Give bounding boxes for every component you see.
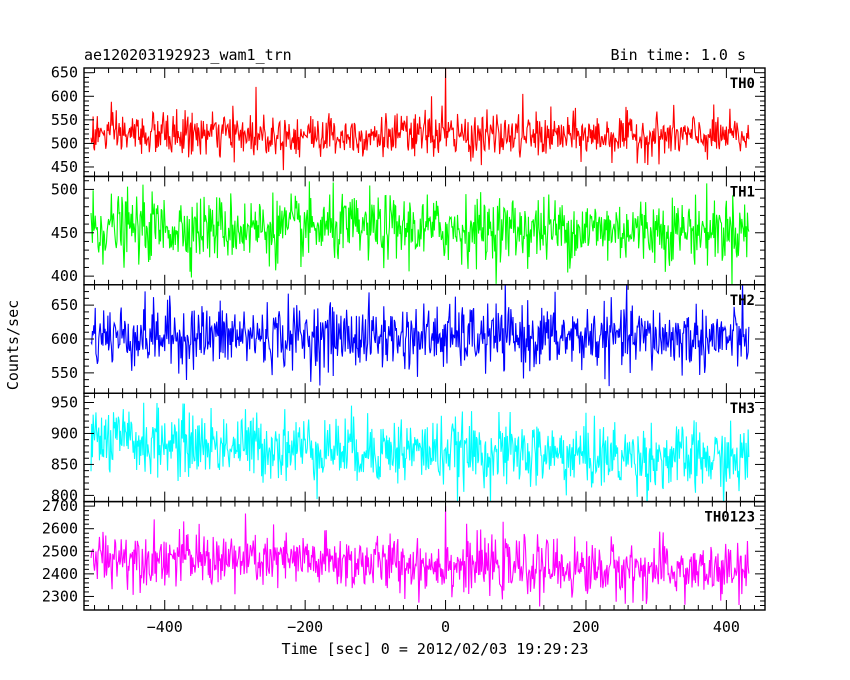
series-line-th2 [90, 284, 750, 387]
panel-th3: 800 850 900 950 TH3 [51, 392, 766, 504]
chart-title: ae120203192923_wam1_trn [84, 46, 292, 64]
y-tick-label: 500 [51, 134, 78, 152]
y-tick-label: 600 [51, 87, 78, 105]
y-tick-label: 2500 [42, 542, 78, 560]
x-axis-label: Time [sec] 0 = 2012/02/03 19:29:23 [281, 640, 588, 658]
series-line-th1 [90, 181, 750, 285]
bin-time-label: Bin time: 1.0 s [611, 46, 746, 64]
y-tick-label: 450 [51, 158, 78, 176]
series-line-th0123 [90, 506, 750, 607]
y-tick-label: 2700 [42, 497, 78, 515]
panel-th1: 400 450 500 TH1 [51, 175, 766, 286]
x-tick-label: 400 [713, 618, 740, 636]
panel-label-th0: TH0 [730, 76, 755, 92]
series-line-th0 [90, 68, 750, 171]
x-tick-label: −200 [287, 618, 323, 636]
y-axis-label: Counts/sec [4, 300, 22, 390]
panel-th0: 450 500 550 600 650 TH0 [51, 64, 766, 178]
y-tick-label: 400 [51, 267, 78, 285]
y-tick-label: 900 [51, 424, 78, 442]
panels-group: 450 500 550 600 650 TH0 400 450 500 TH1 550 600 650 T… [42, 64, 766, 636]
y-tick-label: 650 [51, 296, 78, 314]
y-tick-label: 450 [51, 224, 78, 242]
y-tick-label: 550 [51, 111, 78, 129]
x-tick-label: 200 [572, 618, 599, 636]
panel-label-th0123: TH0123 [704, 510, 755, 526]
y-tick-label: 650 [51, 64, 78, 82]
y-tick-label: 500 [51, 180, 78, 198]
panel-label-th2: TH2 [730, 293, 755, 309]
series-line-th3 [90, 402, 750, 502]
panel-label-th1: TH1 [730, 184, 755, 200]
y-tick-label: 2300 [42, 587, 78, 605]
y-tick-label: 850 [51, 455, 78, 473]
y-tick-label: 600 [51, 330, 78, 348]
x-tick-label: −400 [147, 618, 183, 636]
x-tick-label: 0 [441, 618, 450, 636]
panel-label-th3: TH3 [730, 401, 755, 417]
y-tick-label: 550 [51, 364, 78, 382]
panel-th0123: 2300 2400 2500 2600 2700 TH0123 −400 −200 0 200 40… [42, 497, 766, 636]
panel-th2: 550 600 650 TH2 [51, 284, 766, 394]
y-tick-label: 950 [51, 393, 78, 411]
y-tick-label: 2600 [42, 520, 78, 538]
y-tick-label: 2400 [42, 565, 78, 583]
y-tick-label: 800 [51, 486, 78, 504]
